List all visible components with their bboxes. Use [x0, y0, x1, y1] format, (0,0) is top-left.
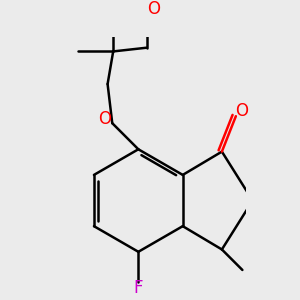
Text: O: O [235, 102, 248, 120]
Text: F: F [134, 279, 143, 297]
Text: O: O [98, 110, 111, 128]
Text: O: O [147, 1, 160, 19]
